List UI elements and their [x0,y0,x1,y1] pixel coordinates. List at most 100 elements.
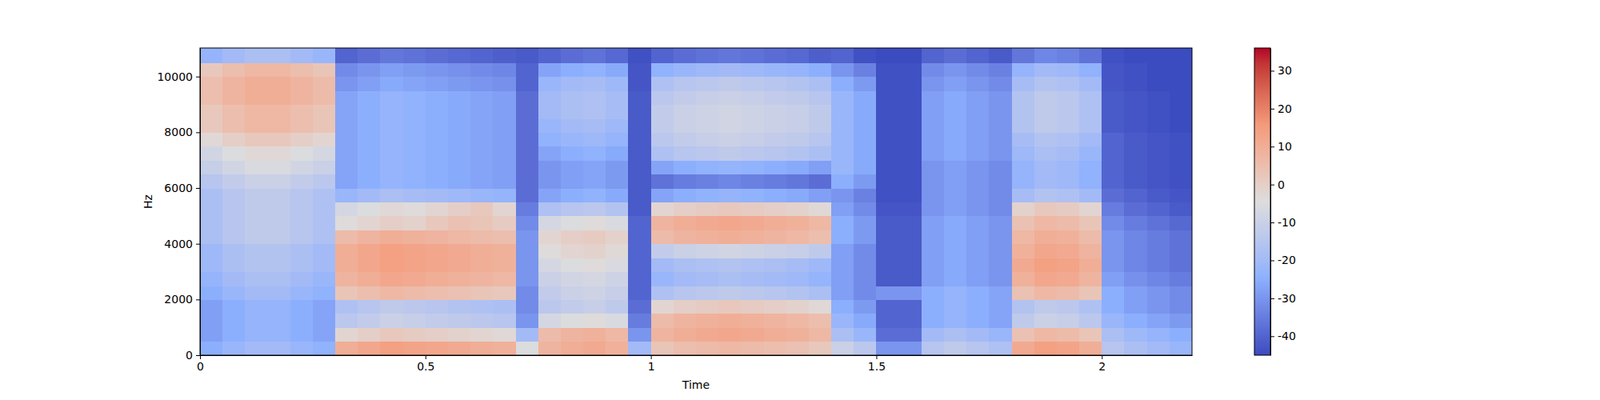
heatmap-cell [605,118,629,133]
heatmap-cell [605,188,629,203]
heatmap-cell [492,62,516,77]
heatmap-cell [1012,188,1036,203]
heatmap-cell [335,272,359,287]
heatmap-cell [899,62,923,77]
heatmap-cell [312,216,336,231]
heatmap-cell [1101,76,1125,92]
heatmap-cell [988,76,1012,92]
heatmap-cell [1169,174,1192,189]
heatmap-cell [538,118,562,133]
heatmap-cell [628,313,652,328]
heatmap-cell [651,118,675,133]
heatmap-cell [1079,188,1103,203]
heatmap-cell [808,244,832,259]
heatmap-cell [605,48,629,64]
heatmap-cell [1012,257,1036,272]
heatmap-cell [988,201,1012,216]
heatmap-cell [1034,104,1058,120]
heatmap-cell [988,257,1012,272]
heatmap-cell [244,229,268,244]
x-tick: 1 [648,355,656,373]
heatmap-cell [808,188,832,203]
heatmap-cell [560,104,584,120]
heatmap-cell [380,76,404,92]
heatmap-cell [470,104,494,120]
heatmap-cell [425,146,449,161]
heatmap-cell [448,188,472,203]
heatmap-cell [1034,216,1058,231]
heatmap-cell [380,174,404,189]
heatmap-cell [312,229,336,244]
heatmap-cell [492,132,516,147]
heatmap-cell [1169,48,1192,64]
heatmap-cell [740,90,764,105]
heatmap-cell [448,174,472,189]
plot-frame [200,48,1192,356]
heatmap-cell [492,327,516,342]
heatmap-cell [560,118,584,133]
heatmap-cell [899,76,923,92]
heatmap-cell [403,76,427,92]
heatmap-cell [718,104,742,120]
heatmap-cell [876,104,900,120]
heatmap-cell [605,146,629,161]
heatmap-cell [448,299,472,314]
y-tick-label: 8000 [164,125,193,139]
heatmap-cell [357,90,381,105]
heatmap-cell [764,48,788,64]
heatmap-cell [335,90,359,105]
heatmap-cell [200,188,224,203]
heatmap-cell [538,62,562,77]
heatmap-cell [651,299,675,314]
heatmap-cell [605,285,629,300]
heatmap-cell [312,327,336,342]
heatmap-cell [831,104,855,120]
heatmap-cell [718,327,742,342]
heatmap-cell [876,160,900,175]
heatmap-cell [988,272,1012,287]
heatmap-cell [944,285,968,300]
heatmap-cell [786,257,810,272]
heatmap-cell [718,174,742,189]
heatmap-cell [268,188,292,203]
heatmap-cell [740,257,764,272]
heatmap-cell [492,216,516,231]
heatmap-cell [718,188,742,203]
heatmap-cell [1124,188,1148,203]
heatmap-cell [403,299,427,314]
heatmap-cell [1147,327,1171,342]
heatmap-cell [1034,299,1058,314]
heatmap-cell [988,285,1012,300]
heatmap-cell [696,174,720,189]
heatmap-cell [1012,327,1036,342]
heatmap-cell [200,146,224,161]
heatmap-cell [290,341,314,356]
heatmap-cell [244,118,268,133]
heatmap-cell [651,201,675,216]
heatmap-cell [1079,118,1103,133]
heatmap-cell [335,257,359,272]
heatmap-cell [605,201,629,216]
heatmap-cell [425,132,449,147]
colorbar [1254,48,1271,356]
heatmap-cell [290,229,314,244]
y-tick-mark [196,299,200,300]
heatmap-cell [1012,244,1036,259]
heatmap-cell [1101,244,1125,259]
heatmap-cell [876,118,900,133]
heatmap-cell [1124,201,1148,216]
heatmap-cell [583,229,607,244]
heatmap-cell [696,229,720,244]
heatmap-cell [696,216,720,231]
heatmap-cell [740,229,764,244]
heatmap-cell [1101,160,1125,175]
heatmap-cell [425,48,449,64]
heatmap-cell [966,132,990,147]
heatmap-cell [1012,132,1036,147]
heatmap-cell [1056,118,1080,133]
heatmap-cell [560,285,584,300]
heatmap-cell [988,229,1012,244]
heatmap-cell [786,341,810,356]
heatmap-cell [268,132,292,147]
heatmap-cell [560,299,584,314]
